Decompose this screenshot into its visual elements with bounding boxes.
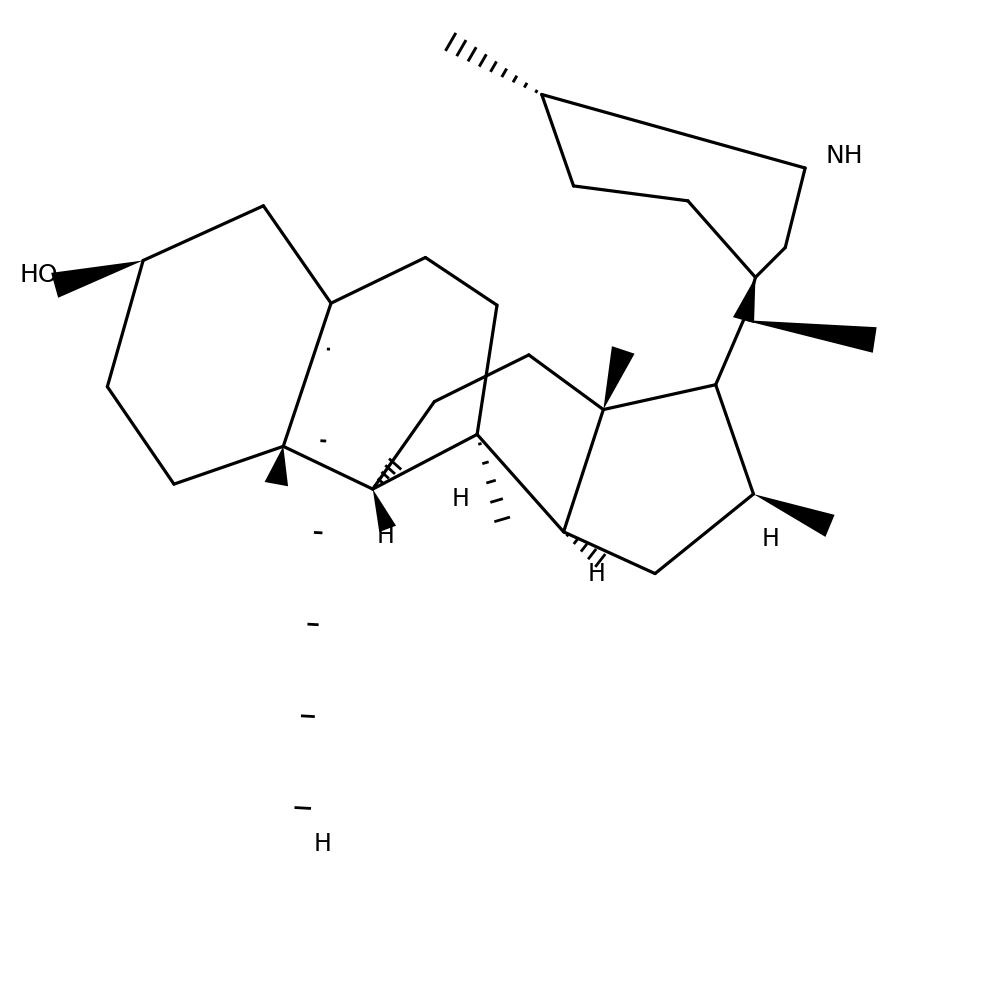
Polygon shape	[744, 321, 877, 353]
Text: H: H	[451, 487, 469, 511]
Text: H: H	[314, 832, 332, 856]
Text: H: H	[587, 561, 605, 586]
Text: H: H	[377, 524, 395, 547]
Polygon shape	[733, 277, 755, 323]
Polygon shape	[603, 346, 634, 409]
Text: H: H	[761, 527, 779, 550]
Polygon shape	[753, 494, 835, 537]
Text: NH: NH	[825, 144, 863, 168]
Polygon shape	[373, 489, 396, 532]
Polygon shape	[51, 260, 143, 297]
Text: HO: HO	[20, 263, 59, 287]
Polygon shape	[264, 447, 288, 486]
